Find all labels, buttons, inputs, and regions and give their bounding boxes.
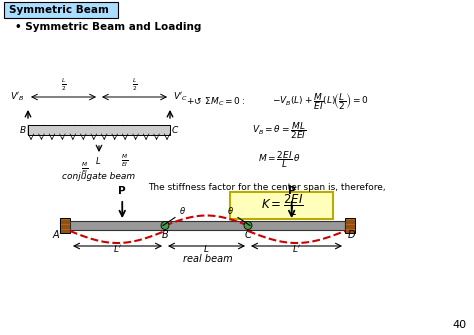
Bar: [345, 218, 355, 233]
Text: $\theta$: $\theta$: [179, 204, 186, 215]
Text: The stiffness factor for the center span is, therefore,: The stiffness factor for the center span…: [148, 183, 386, 192]
Text: $K=\dfrac{2EI}{L}$: $K=\dfrac{2EI}{L}$: [261, 192, 303, 218]
Text: $L$: $L$: [203, 243, 210, 254]
Text: real beam: real beam: [182, 254, 232, 264]
Circle shape: [161, 221, 169, 229]
Bar: [28, 125, 170, 135]
Text: $V_B=\theta=\dfrac{ML}{2EI}$: $V_B=\theta=\dfrac{ML}{2EI}$: [252, 121, 306, 141]
Text: D: D: [347, 230, 355, 240]
Text: $\frac{L}{2}$: $\frac{L}{2}$: [132, 77, 137, 93]
Text: $\frac{L}{2}$: $\frac{L}{2}$: [61, 77, 66, 93]
Text: C: C: [172, 126, 178, 134]
Text: B: B: [162, 230, 168, 240]
Text: $\theta$: $\theta$: [227, 204, 234, 215]
Text: 40: 40: [453, 320, 467, 330]
Text: $\frac{M}{EI}$: $\frac{M}{EI}$: [81, 161, 89, 178]
Bar: [60, 218, 70, 233]
Text: $\frac{M}{EI}$: $\frac{M}{EI}$: [121, 153, 128, 170]
Text: $L'$: $L'$: [292, 243, 301, 254]
Text: $V'_B$: $V'_B$: [10, 90, 25, 103]
Text: • Symmetric Beam and Loading: • Symmetric Beam and Loading: [15, 22, 201, 32]
FancyBboxPatch shape: [4, 2, 118, 18]
FancyBboxPatch shape: [230, 192, 334, 218]
Text: $+\!\circlearrowleft\,\Sigma M_C = 0:$: $+\!\circlearrowleft\,\Sigma M_C = 0:$: [186, 96, 245, 108]
Text: A: A: [53, 230, 59, 240]
Text: C: C: [245, 230, 251, 240]
Text: $M=\dfrac{2EI}{L}\,\theta$: $M=\dfrac{2EI}{L}\,\theta$: [258, 150, 301, 171]
Text: L: L: [96, 157, 100, 166]
Bar: [70, 221, 345, 230]
Circle shape: [244, 221, 252, 229]
Text: P: P: [288, 186, 295, 196]
Text: B: B: [20, 126, 26, 134]
Text: P: P: [118, 186, 126, 196]
Text: $-V_B(L)+\dfrac{M}{EI}(L)\!\left(\dfrac{L}{2}\right)=0$: $-V_B(L)+\dfrac{M}{EI}(L)\!\left(\dfrac{…: [272, 91, 368, 113]
Text: $L'$: $L'$: [113, 243, 122, 254]
Text: conjugate beam: conjugate beam: [63, 172, 136, 181]
Text: Symmetric Beam: Symmetric Beam: [9, 5, 109, 15]
Text: $V'_C$: $V'_C$: [173, 90, 188, 103]
